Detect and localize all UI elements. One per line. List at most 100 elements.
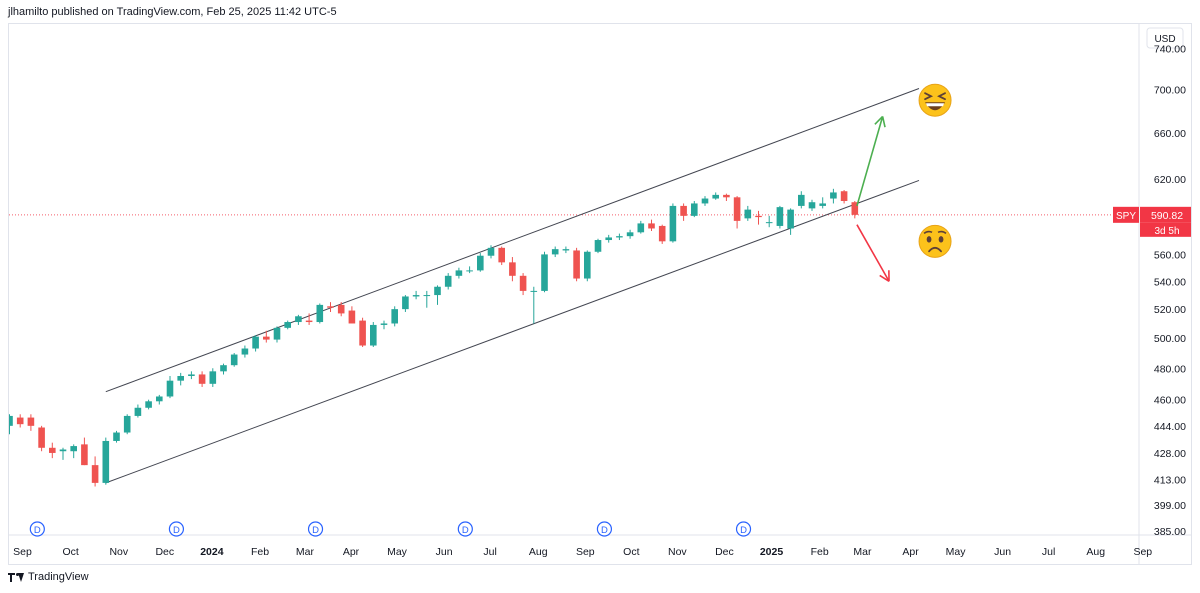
candle-body[interactable] [466, 270, 473, 272]
candle-body[interactable] [434, 286, 441, 296]
candle-body[interactable] [49, 447, 56, 453]
candle-body[interactable] [348, 310, 356, 324]
candle-body[interactable] [263, 336, 270, 340]
candle-body[interactable] [166, 380, 174, 397]
candle-body[interactable] [423, 295, 431, 297]
candle-body[interactable] [691, 203, 698, 216]
candle-body[interactable] [412, 295, 420, 297]
candle-body[interactable] [59, 449, 67, 452]
candle-body[interactable] [145, 401, 152, 408]
candle-body[interactable] [594, 240, 602, 252]
down-arrow[interactable] [856, 224, 890, 282]
candle-body[interactable] [327, 306, 334, 308]
price-tag[interactable] [1140, 206, 1192, 223]
candle-body[interactable] [134, 407, 142, 416]
candle-body[interactable] [102, 440, 110, 483]
dividend-marker-icon[interactable] [307, 521, 324, 537]
worried-face-icon[interactable] [918, 224, 952, 258]
candle-body[interactable] [370, 324, 377, 346]
candle-body[interactable] [787, 209, 794, 229]
candle-body[interactable] [648, 223, 655, 229]
candle-body[interactable] [380, 323, 388, 325]
dividend-marker-icon[interactable] [457, 521, 473, 537]
candlestick-chart[interactable]: USD 385.00 399.00 413.00 428.00 444.00 460.00 4… [9, 24, 1192, 564]
candle-body[interactable] [669, 205, 677, 242]
up-arrow[interactable] [856, 116, 884, 207]
candle-body[interactable] [830, 192, 837, 199]
candle-body[interactable] [273, 327, 281, 340]
candle-body[interactable] [626, 232, 634, 237]
candle-body[interactable] [637, 223, 645, 233]
candle-body[interactable] [530, 290, 538, 292]
candle-body[interactable] [9, 415, 13, 426]
chart-panel[interactable]: USD 385.00 399.00 413.00 428.00 444.00 460.00 4… [8, 23, 1192, 565]
candle-body[interactable] [808, 202, 816, 209]
candle-body[interactable] [851, 202, 859, 215]
candle-body[interactable] [81, 444, 88, 466]
candle-body[interactable] [744, 209, 752, 219]
candle-body[interactable] [284, 322, 291, 328]
symbol-tag[interactable] [1113, 206, 1139, 223]
candle-body[interactable] [658, 225, 666, 242]
candle-body[interactable] [305, 320, 313, 323]
candle-body[interactable] [241, 348, 249, 355]
dividend-marker-icon[interactable] [735, 521, 752, 537]
laughing-face-icon[interactable] [918, 83, 952, 117]
candle-body[interactable] [359, 320, 366, 346]
candle-body[interactable] [177, 375, 184, 381]
candle-body[interactable] [509, 262, 516, 276]
x-tick-label: Jul [483, 546, 496, 558]
candle-body[interactable] [444, 275, 452, 287]
candle-body[interactable] [27, 417, 35, 426]
candle-body[interactable] [819, 203, 826, 206]
candle-body[interactable] [402, 296, 409, 310]
candle-body[interactable] [573, 250, 580, 279]
candle-body[interactable] [316, 304, 324, 323]
candle-body[interactable] [38, 427, 45, 448]
candle-body[interactable] [113, 432, 120, 441]
candle-body[interactable] [562, 249, 570, 251]
candle-body[interactable] [337, 304, 345, 314]
candle-body[interactable] [188, 374, 195, 376]
candle-body[interactable] [840, 191, 848, 201]
candle-body[interactable] [252, 336, 259, 349]
candle-body[interactable] [70, 446, 77, 452]
candle-body[interactable] [755, 215, 762, 218]
candle-body[interactable] [551, 249, 559, 255]
currency-box[interactable] [1146, 27, 1184, 49]
y-tick-label: 399.00 [1154, 500, 1186, 512]
dividend-marker-icon[interactable] [168, 521, 185, 537]
candle-body[interactable] [712, 194, 719, 199]
candle-body[interactable] [765, 222, 773, 224]
candle-body[interactable] [616, 236, 623, 238]
candle-body[interactable] [487, 247, 495, 256]
candle-body[interactable] [776, 207, 784, 226]
candle-body[interactable] [391, 309, 398, 324]
candle-body[interactable] [198, 374, 206, 384]
candle-body[interactable] [701, 198, 709, 204]
candle-body[interactable] [498, 247, 505, 263]
candle-body[interactable] [680, 205, 687, 216]
candle-body[interactable] [605, 237, 612, 241]
candle-body[interactable] [541, 254, 548, 291]
candle-body[interactable] [519, 275, 527, 291]
candle-body[interactable] [230, 354, 238, 366]
candle-body[interactable] [209, 371, 217, 384]
upper-channel-line[interactable] [105, 88, 920, 393]
candle-body[interactable] [455, 270, 463, 276]
dividend-marker-icon[interactable] [596, 521, 613, 537]
candle-body[interactable] [156, 396, 163, 402]
candle-body[interactable] [723, 194, 730, 198]
candle-body[interactable] [733, 197, 741, 221]
candle-body[interactable] [220, 365, 227, 372]
candle-body[interactable] [91, 465, 99, 483]
x-tick-label: Dec [715, 546, 734, 558]
lower-channel-line[interactable] [105, 179, 920, 484]
candle-body[interactable] [584, 251, 591, 279]
candle-body[interactable] [16, 417, 24, 425]
candle-body[interactable] [477, 255, 484, 271]
candle-body[interactable] [798, 194, 805, 206]
candle-body[interactable] [123, 415, 131, 433]
dividend-marker-icon[interactable] [29, 521, 45, 537]
candle-body[interactable] [295, 316, 302, 323]
